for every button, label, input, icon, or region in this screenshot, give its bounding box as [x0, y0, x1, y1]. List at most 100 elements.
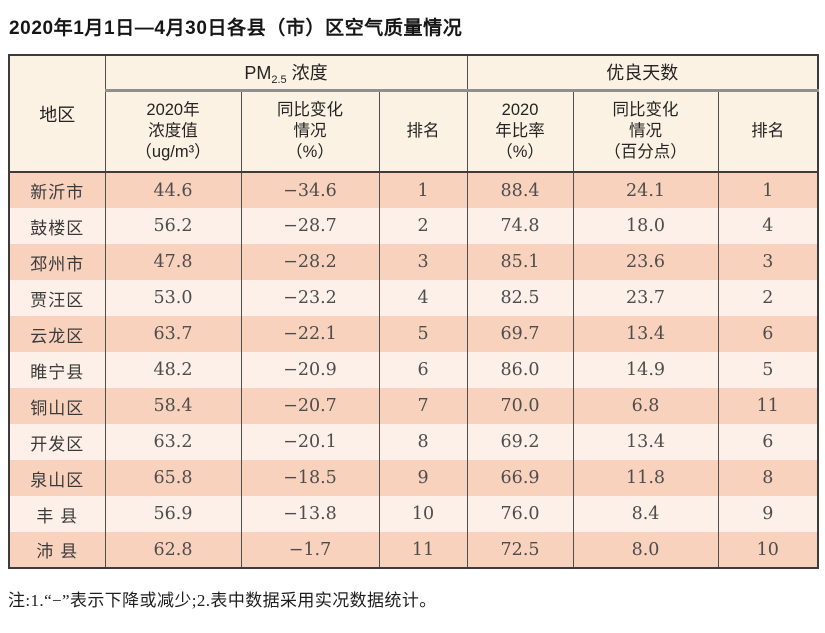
pm-value-cell: 65.8 [104, 460, 242, 496]
pm-change-cell: −28.7 [240, 208, 380, 244]
good-rate-cell: 74.8 [466, 208, 574, 244]
pm-rank-cell: 7 [378, 388, 468, 424]
region-cell: 泉山区 [8, 460, 106, 496]
good-change-cell: 11.8 [572, 460, 719, 496]
pm-value-cell: 47.8 [104, 244, 242, 280]
pm-rank-cell: 2 [378, 208, 468, 244]
region-cell: 铜山区 [8, 388, 106, 424]
pm-rank-cell: 3 [378, 244, 468, 280]
good-change-cell: 8.4 [572, 496, 719, 532]
region-cell: 鼓楼区 [8, 208, 106, 244]
pm-value-cell: 53.0 [104, 280, 242, 316]
good-rank-cell: 1 [717, 172, 819, 208]
good-change-cell: 23.6 [572, 244, 719, 280]
pm-change-cell: −13.8 [240, 496, 380, 532]
pm-value-cell: 56.2 [104, 208, 242, 244]
pm-change-cell: −23.2 [240, 280, 380, 316]
header-good-change: 同比变化 情况 （百分点） [572, 90, 719, 173]
table-row: 开发区 63.2 −20.1 8 69.2 13.4 6 [8, 424, 819, 460]
pm-value-cell: 56.9 [104, 496, 242, 532]
table-row: 云龙区 63.7 −22.1 5 69.7 13.4 6 [8, 316, 819, 352]
table-row: 新沂市 44.6 −34.6 1 88.4 24.1 1 [8, 172, 819, 208]
good-rank-cell: 2 [717, 280, 819, 316]
region-cell: 睢宁县 [8, 352, 106, 388]
good-change-cell: 14.9 [572, 352, 719, 388]
good-rank-cell: 3 [717, 244, 819, 280]
pm-rank-cell: 1 [378, 172, 468, 208]
table-row: 贾汪区 53.0 −23.2 4 82.5 23.7 2 [8, 280, 819, 316]
table-row: 丰 县 56.9 −13.8 10 76.0 8.4 9 [8, 496, 819, 532]
good-rate-cell: 88.4 [466, 172, 574, 208]
good-rank-cell: 9 [717, 496, 819, 532]
good-rate-cell: 66.9 [466, 460, 574, 496]
region-cell: 云龙区 [8, 316, 106, 352]
pm-label-suffix: 浓度 [286, 63, 328, 84]
region-cell: 贾汪区 [8, 280, 106, 316]
header-pm-value: 2020年 浓度值 （ug/m³） [104, 90, 242, 173]
header-good-rate: 2020 年比率 （%） [466, 90, 574, 173]
table-row: 邳州市 47.8 −28.2 3 85.1 23.6 3 [8, 244, 819, 280]
region-cell: 丰 县 [8, 496, 106, 532]
air-quality-table: 地区 PM2.5 浓度 优良天数 2020年 浓度值 （ug/m³） 同比变化 情况（… [8, 54, 820, 569]
region-cell: 新沂市 [8, 172, 106, 208]
table-row: 泉山区 65.8 −18.5 9 66.9 11.8 8 [8, 460, 819, 496]
good-rate-cell: 72.5 [466, 532, 574, 568]
page-title: 2020年1月1日—4月30日各县（市）区空气质量情况 [9, 18, 463, 39]
pm-label-subscript: 2.5 [271, 74, 287, 87]
good-rank-cell: 4 [717, 208, 819, 244]
pm-value-cell: 63.2 [104, 424, 242, 460]
pm-change-cell: −20.7 [240, 388, 380, 424]
pm-rank-cell: 6 [378, 352, 468, 388]
good-rank-cell: 6 [717, 316, 819, 352]
good-rank-cell: 10 [717, 532, 819, 568]
good-rate-cell: 86.0 [466, 352, 574, 388]
pm-change-cell: −20.9 [240, 352, 380, 388]
good-rank-cell: 5 [717, 352, 819, 388]
pm-change-cell: −18.5 [240, 460, 380, 496]
good-change-cell: 18.0 [572, 208, 719, 244]
pm-rank-cell: 8 [378, 424, 468, 460]
region-cell: 邳州市 [8, 244, 106, 280]
good-change-cell: 13.4 [572, 316, 719, 352]
header-pm-change: 同比变化 情况 （%） [240, 90, 380, 173]
pm-change-cell: −22.1 [240, 316, 380, 352]
group-header-good-days: 优良天数 [466, 55, 819, 92]
pm-value-cell: 63.7 [104, 316, 242, 352]
pm-value-cell: 58.4 [104, 388, 242, 424]
good-rate-cell: 85.1 [466, 244, 574, 280]
pm-label-prefix: PM [244, 63, 272, 84]
header-pm-rank: 排名 [378, 90, 468, 173]
group-header-pm25: PM2.5 浓度 [104, 55, 468, 92]
good-rank-cell: 8 [717, 460, 819, 496]
table-row: 沛 县 62.8 −1.7 11 72.5 8.0 10 [8, 532, 819, 568]
pm-change-cell: −28.2 [240, 244, 380, 280]
header-region: 地区 [8, 55, 106, 173]
pm-value-cell: 44.6 [104, 172, 242, 208]
pm-change-cell: −20.1 [240, 424, 380, 460]
good-rate-cell: 76.0 [466, 496, 574, 532]
pm-value-cell: 48.2 [104, 352, 242, 388]
footnote: 注:1.“−”表示下降或减少;2.表中数据采用实况数据统计。 [8, 591, 437, 610]
table-header: 地区 PM2.5 浓度 优良天数 2020年 浓度值 （ug/m³） 同比变化 情况（… [8, 55, 819, 173]
good-rate-cell: 70.0 [466, 388, 574, 424]
good-rate-cell: 69.2 [466, 424, 574, 460]
pm-rank-cell: 9 [378, 460, 468, 496]
table-row: 铜山区 58.4 −20.7 7 70.0 6.8 11 [8, 388, 819, 424]
good-rank-cell: 6 [717, 424, 819, 460]
pm-rank-cell: 11 [378, 532, 468, 568]
region-cell: 开发区 [8, 424, 106, 460]
good-rate-cell: 69.7 [466, 316, 574, 352]
good-change-cell: 8.0 [572, 532, 719, 568]
pm-rank-cell: 5 [378, 316, 468, 352]
table-body: 新沂市 44.6 −34.6 1 88.4 24.1 1 鼓楼区 56.2 −2… [8, 172, 819, 568]
header-good-rank: 排名 [717, 90, 819, 173]
good-change-cell: 24.1 [572, 172, 719, 208]
good-change-cell: 13.4 [572, 424, 719, 460]
pm-change-cell: −34.6 [240, 172, 380, 208]
table-row: 鼓楼区 56.2 −28.7 2 74.8 18.0 4 [8, 208, 819, 244]
good-rank-cell: 11 [717, 388, 819, 424]
good-change-cell: 6.8 [572, 388, 719, 424]
pm-value-cell: 62.8 [104, 532, 242, 568]
good-rate-cell: 82.5 [466, 280, 574, 316]
pm-rank-cell: 10 [378, 496, 468, 532]
